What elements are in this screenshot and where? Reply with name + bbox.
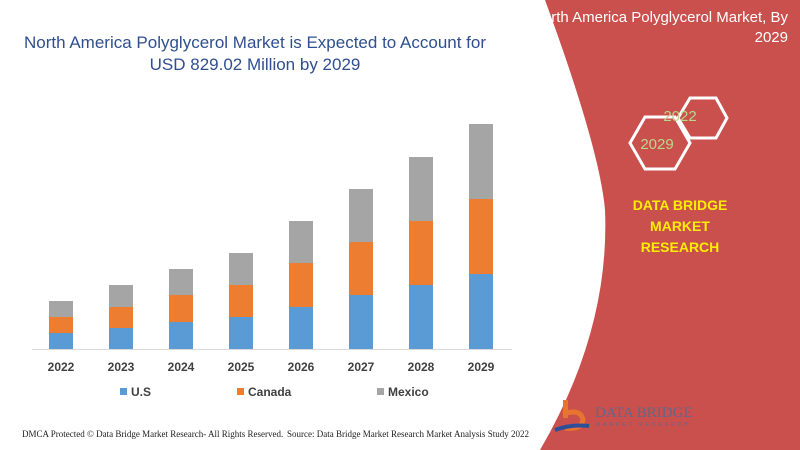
chart-title: North America Polyglycerol Market is Exp… (23, 33, 487, 74)
bar-us-2025 (229, 317, 253, 349)
legend-label: Canada (248, 385, 292, 399)
bar-canada-2022 (49, 317, 73, 333)
bar-us-2024 (169, 322, 193, 349)
side-title: North America Polyglycerol Market, By 20… (532, 9, 788, 46)
hexagon-icons (628, 96, 729, 171)
bar-mexico-2023 (109, 285, 133, 307)
footer-source: Source: Data Bridge Market Research Mark… (287, 429, 529, 439)
bar-us-2022 (49, 333, 73, 349)
x-tick-label: 2027 (348, 360, 375, 374)
bar-mexico-2027 (349, 189, 373, 242)
logo-subtext: MARKET RESEARCH (596, 422, 691, 428)
bar-us-2026 (289, 307, 313, 349)
legend-swatch-0 (120, 388, 127, 395)
logo-text: DATA BRIDGE (595, 405, 693, 421)
bar-us-2023 (109, 328, 133, 349)
hex-year-2029: 2029 (640, 136, 674, 153)
hex-year-2022: 2022 (663, 108, 697, 125)
bar-mexico-2028 (409, 157, 433, 221)
x-tick-label: 2024 (168, 360, 195, 374)
x-tick-label: 2025 (228, 360, 255, 374)
x-tick-label: 2022 (48, 360, 75, 374)
bar-canada-2029 (469, 199, 493, 274)
bar-canada-2025 (229, 285, 253, 317)
legend-label: U.S (131, 385, 151, 399)
bar-mexico-2025 (229, 253, 253, 285)
bar-us-2028 (409, 285, 433, 349)
bar-mexico-2029 (469, 124, 493, 199)
x-tick-label: 2023 (108, 360, 135, 374)
bar-mexico-2024 (169, 269, 193, 295)
bar-canada-2028 (409, 221, 433, 285)
legend-label: Mexico (388, 385, 429, 399)
footer-copyright: DMCA Protected © Data Bridge Market Rese… (22, 429, 284, 439)
bar-mexico-2022 (49, 301, 73, 317)
bar-us-2029 (469, 274, 493, 349)
bar-canada-2026 (289, 263, 313, 307)
data-bridge-logo-icon (554, 400, 590, 432)
bar-mexico-2026 (289, 221, 313, 263)
bar-canada-2023 (109, 307, 133, 328)
legend-swatch-2 (377, 388, 384, 395)
bar-us-2027 (349, 295, 373, 349)
x-tick-label: 2026 (288, 360, 315, 374)
legend-swatch-1 (237, 388, 244, 395)
bar-canada-2027 (349, 242, 373, 295)
x-tick-label: 2029 (468, 360, 495, 374)
brand-text: DATA BRIDGE MARKET RESEARCH (632, 197, 728, 255)
bar-canada-2024 (169, 295, 193, 322)
x-tick-label: 2028 (408, 360, 435, 374)
